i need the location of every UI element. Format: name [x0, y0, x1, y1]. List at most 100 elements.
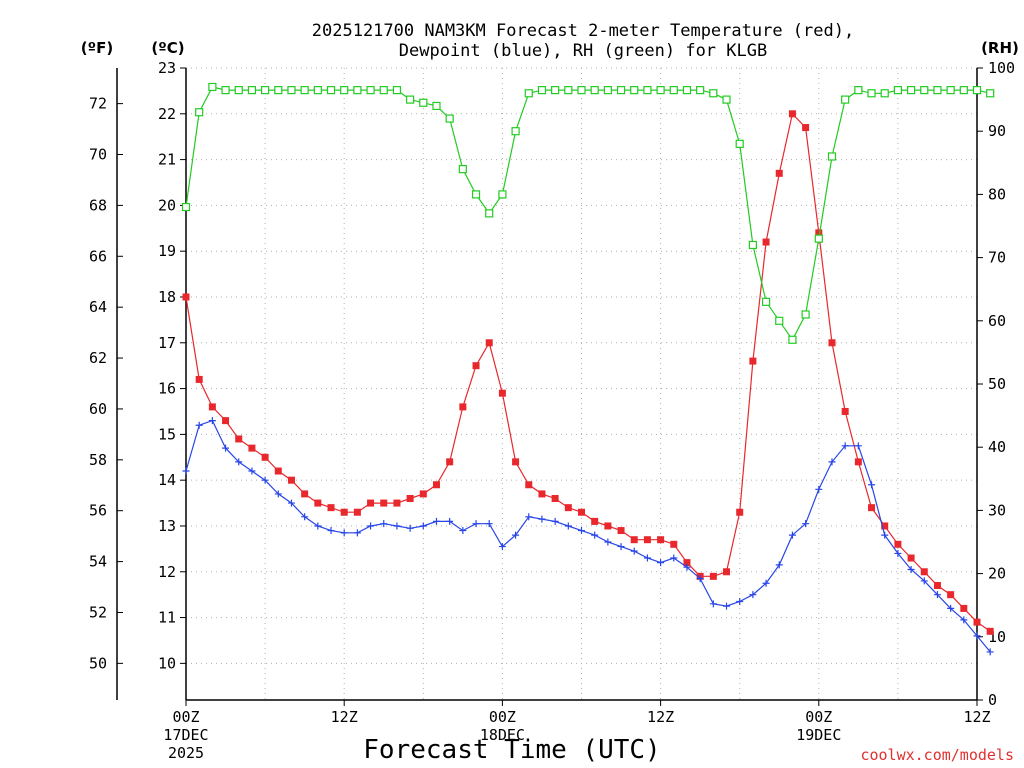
dewpoint-point — [406, 524, 414, 532]
dewpoint-point — [578, 527, 585, 535]
x-tick-date: 17DEC — [163, 726, 208, 744]
rh-point — [933, 86, 942, 95]
x-tick-label: 12Z — [647, 708, 674, 726]
x-tick-label: 00Z — [805, 708, 832, 726]
dewpoint-point — [736, 598, 744, 606]
rh-point — [946, 86, 955, 95]
rh-point — [524, 89, 533, 98]
celsius-tick-label: 17 — [158, 334, 176, 352]
temperature-point — [736, 508, 744, 516]
x-tick-label: 12Z — [963, 708, 990, 726]
fahrenheit-tick-label: 66 — [89, 247, 107, 265]
rh-tick-label: 70 — [988, 249, 1006, 267]
rh-point — [326, 86, 336, 95]
temperature-point — [709, 572, 717, 580]
x-tick-date: 18DEC — [480, 726, 525, 744]
temperature-point — [446, 458, 454, 466]
fahrenheit-tick-label: 70 — [89, 146, 107, 164]
rh-point — [379, 86, 388, 95]
temperature-point — [920, 568, 928, 576]
temperature-point — [828, 339, 836, 347]
temperature-point — [683, 559, 691, 567]
celsius-tick-label: 10 — [158, 654, 176, 672]
x-tick-label: 12Z — [331, 708, 358, 726]
dewpoint-point — [815, 485, 823, 493]
rh-tick-label: 30 — [988, 501, 1006, 519]
dewpoint-point — [973, 632, 981, 640]
temperature-point — [406, 494, 414, 502]
rh-point — [564, 86, 573, 95]
rh-point — [551, 86, 560, 95]
temperature-point — [947, 591, 955, 599]
rh-point — [630, 86, 639, 95]
temperature-point — [775, 169, 783, 177]
dewpoint-point — [986, 648, 994, 656]
rh-point — [986, 89, 995, 98]
fahrenheit-tick-label: 72 — [89, 95, 107, 113]
rh-point — [841, 95, 850, 104]
temperature-point — [617, 527, 625, 535]
dewpoint-point — [353, 529, 361, 537]
rh-point — [261, 86, 270, 95]
temperature-point — [261, 453, 269, 461]
rh-point — [656, 86, 665, 95]
dewpoint-point — [564, 522, 572, 530]
rh-point — [445, 114, 454, 123]
dewpoint-point — [670, 554, 678, 562]
temperature-point — [301, 490, 309, 498]
dewpoint-point — [920, 577, 928, 585]
rh-point — [247, 86, 257, 95]
dewpoint-point — [367, 522, 375, 530]
temperature-point — [788, 110, 796, 118]
rh-point — [274, 86, 283, 95]
fahrenheit-tick-label: 60 — [89, 400, 107, 418]
dewpoint-point — [301, 513, 309, 521]
dewpoint-point — [696, 575, 704, 583]
temperature-point — [841, 407, 849, 415]
dewpoint-point — [960, 616, 968, 624]
rh-point — [181, 202, 191, 212]
rh-tick-label: 100 — [988, 59, 1015, 77]
rh-point — [722, 95, 731, 104]
temperature-point — [578, 508, 585, 516]
rh-point — [353, 86, 362, 95]
rh-line — [185, 86, 991, 341]
dewpoint-point — [380, 520, 388, 528]
fahrenheit-tick-label: 50 — [89, 654, 107, 672]
temperature-point — [208, 403, 216, 411]
temperature-point — [868, 504, 876, 512]
temperature-point — [723, 568, 731, 576]
dewpoint-point — [485, 520, 493, 528]
rh-point — [643, 86, 652, 95]
temperature-point — [327, 504, 335, 512]
rh-point — [340, 86, 349, 95]
temperature-point — [933, 582, 941, 590]
dewpoint-point — [195, 421, 203, 429]
celsius-tick-label: 12 — [158, 563, 176, 581]
rh-point — [300, 86, 309, 95]
rh-point — [419, 98, 428, 107]
series-dewpoint — [182, 417, 994, 656]
x-tick-label: 00Z — [489, 708, 516, 726]
celsius-tick-label: 23 — [158, 59, 176, 77]
celsius-tick-label: 19 — [158, 242, 176, 260]
dewpoint-point — [841, 442, 849, 450]
temperature-point — [525, 481, 533, 489]
temperature-point — [248, 444, 256, 452]
dewpoint-point — [261, 476, 269, 484]
x-tick-year: 2025 — [168, 744, 204, 762]
dewpoint-point — [512, 531, 520, 539]
dewpoint-point — [340, 529, 348, 537]
dewpoint-point — [617, 543, 625, 551]
axes: 10 11 12 13 14 15 16 17 18 19 20 21 22 23 50 52 54 56 58 60… — [89, 59, 1015, 762]
rh-point — [735, 139, 744, 148]
dewpoint-point — [854, 442, 862, 450]
rh-tick-label: 20 — [988, 565, 1006, 583]
fahrenheit-tick-label: 52 — [89, 603, 107, 621]
celsius-tick-label: 20 — [158, 196, 176, 214]
temperature-point — [643, 536, 651, 544]
rh-point — [682, 86, 692, 95]
temperature-point — [630, 536, 638, 544]
temperature-point — [564, 504, 572, 512]
